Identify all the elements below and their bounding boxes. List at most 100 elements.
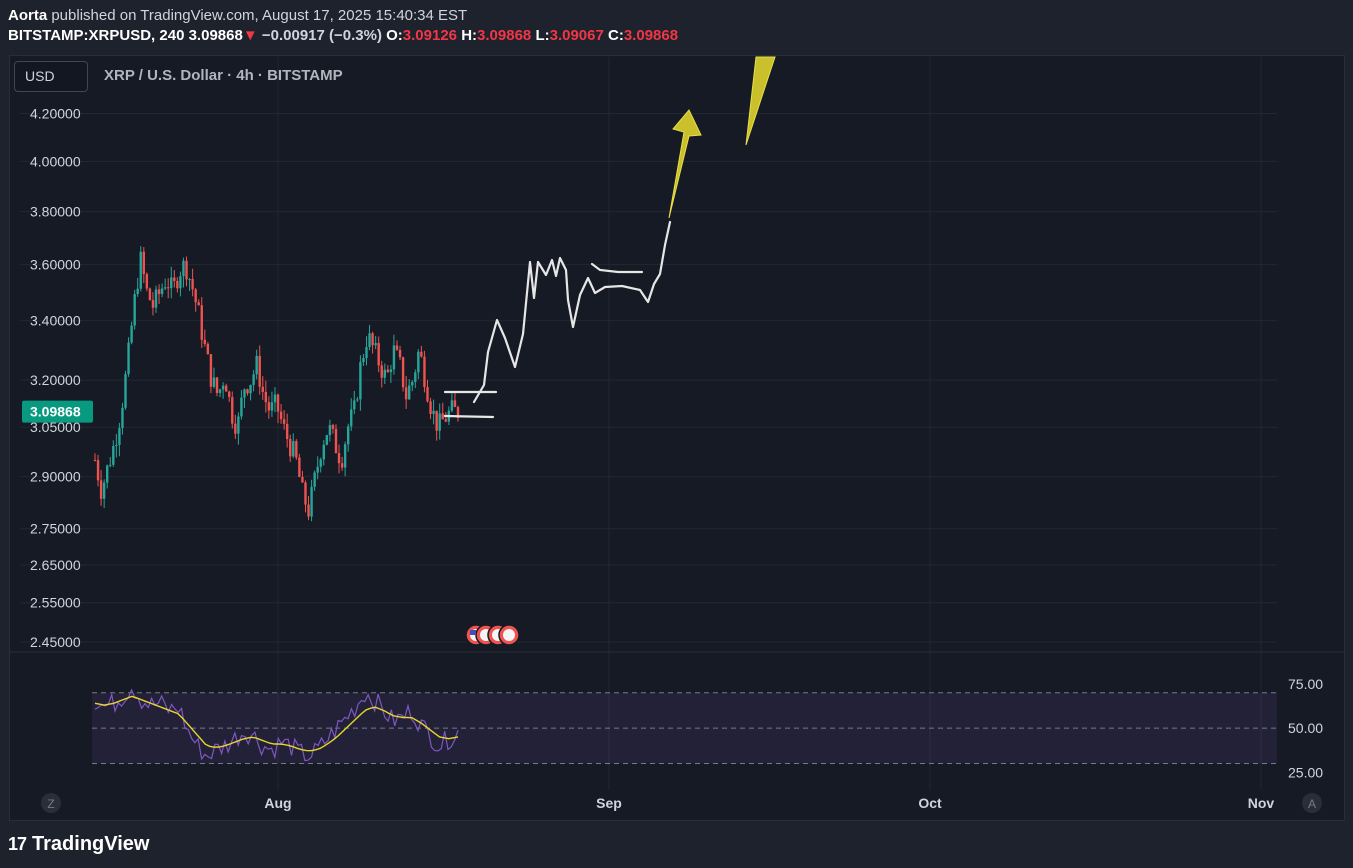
candle-body [106, 465, 109, 483]
time-axis: Aug Sep Oct Nov Z A [41, 793, 1322, 813]
candle-body [395, 345, 399, 350]
candle-body [304, 482, 307, 505]
candle-body [96, 460, 100, 481]
candle-body [163, 287, 167, 289]
candle-body [343, 444, 347, 468]
candle-body [157, 289, 161, 295]
candle-body [295, 441, 298, 458]
box-bottom-line [443, 414, 495, 419]
candle-body [109, 464, 112, 466]
candle-body [212, 377, 216, 387]
candle-body [221, 385, 225, 390]
price-tick-label: 4.00000 [30, 153, 81, 169]
low-label: L: [535, 27, 550, 44]
candle-body [450, 400, 454, 411]
candle-body [456, 407, 460, 418]
candle-body [368, 333, 371, 348]
candle-body [267, 402, 271, 411]
up-arrow-icon [745, 56, 776, 146]
candle-body [337, 453, 341, 464]
auto-scale-icon[interactable] [1302, 793, 1322, 813]
high-value: 3.09868 [477, 27, 532, 44]
candle-body [249, 384, 252, 394]
candle-body [316, 466, 319, 473]
candle-body [136, 288, 139, 295]
candle-body [328, 425, 332, 436]
candle-body [322, 444, 325, 460]
candle-body [127, 342, 130, 375]
candle-body [133, 294, 136, 326]
candle-body [444, 419, 447, 422]
candle-body [145, 274, 149, 289]
up-arrow-icon [668, 109, 702, 219]
oscillator-pane: 75.00 50.00 25.00 [10, 651, 1344, 780]
candle-body [261, 386, 264, 392]
candle-body [179, 276, 182, 289]
author-name[interactable]: Aorta [8, 7, 48, 24]
candle-body [386, 369, 390, 373]
candle-body [423, 356, 426, 388]
candle-body [346, 426, 350, 445]
candle-body [365, 347, 368, 359]
candle-body [331, 425, 335, 429]
candle-body [380, 365, 383, 378]
price-tick-label: 3.80000 [30, 204, 81, 220]
price-tick-label: 3.20000 [30, 372, 81, 388]
candle-body [167, 287, 170, 289]
publish-info: Aorta published on TradingView.com, Augu… [8, 6, 678, 26]
open-label: O: [386, 27, 403, 44]
auto-scale-icon-label: A [1308, 797, 1316, 811]
candle-body [185, 260, 188, 280]
candle-body [392, 345, 396, 370]
candle-body [350, 409, 353, 427]
price-tick-label: 3.60000 [30, 257, 81, 273]
candle-body [130, 325, 133, 343]
candle-body [139, 251, 142, 289]
price-tick-label: 2.90000 [30, 469, 81, 485]
price-tick-label: 2.45000 [30, 634, 81, 650]
candle-body [383, 369, 386, 378]
oscillator-tick-label: 50.00 [1288, 720, 1323, 736]
candle-body [273, 394, 277, 403]
last-price: 3.09868 [188, 27, 243, 44]
candle-body [310, 486, 313, 517]
candle-body [279, 411, 283, 420]
candle-body [438, 413, 441, 431]
publish-header: Aorta published on TradingView.com, Augu… [8, 6, 678, 46]
candle-body [176, 280, 179, 289]
candle-body [258, 355, 261, 387]
candle-body [203, 339, 207, 344]
zoom-icon[interactable] [41, 793, 61, 813]
candle-body [188, 278, 191, 280]
candle-body [173, 277, 176, 281]
close-label: C: [608, 27, 624, 44]
candle-body [160, 288, 164, 295]
high-label: H: [461, 27, 478, 44]
currency-button[interactable]: USD [14, 61, 88, 92]
oscillator-tick-label: 25.00 [1288, 764, 1323, 780]
candle-body [255, 355, 258, 375]
candle-body [194, 289, 197, 303]
signal-line [94, 695, 459, 752]
candles [93, 246, 460, 522]
change-value: −0.00917 (−0.3%) [261, 27, 382, 44]
candle-body [191, 278, 194, 290]
candle-body [407, 385, 411, 400]
close-value: 3.09868 [623, 27, 679, 44]
candle-body [170, 277, 173, 289]
candle-body [115, 444, 118, 446]
candle-body [307, 504, 310, 517]
time-tick-label: Aug [264, 795, 291, 811]
candle-body [99, 480, 103, 499]
candle-body [420, 351, 423, 357]
tradingview-logo[interactable]: 17 TradingView [8, 833, 149, 856]
candle-body [441, 413, 444, 420]
time-tick-label: Oct [918, 795, 942, 811]
candle-body [252, 374, 255, 385]
candle-body [228, 391, 231, 398]
candle-body [102, 482, 106, 499]
candle-body [197, 302, 200, 306]
candle-body [404, 387, 408, 400]
candle-body [411, 381, 414, 386]
